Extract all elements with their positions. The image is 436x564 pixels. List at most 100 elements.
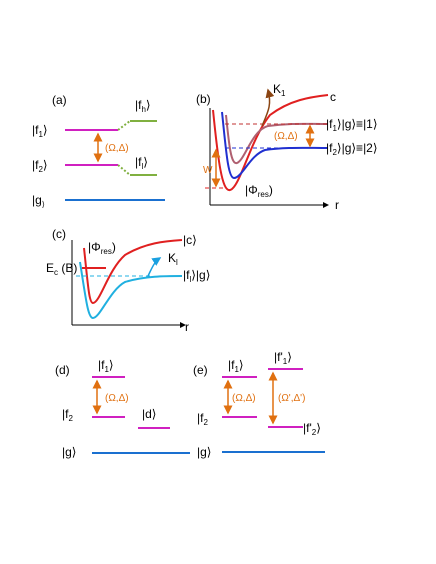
label: (a) bbox=[52, 93, 67, 107]
label: Ec (B) bbox=[46, 261, 77, 277]
label: (Ω,Δ) bbox=[105, 393, 129, 404]
label-part: K bbox=[168, 251, 176, 265]
label-part: 1 bbox=[234, 365, 239, 374]
kl-arrow bbox=[147, 257, 162, 277]
label: |g⟩ bbox=[62, 445, 76, 459]
label-part: |f bbox=[98, 358, 105, 372]
panel-e bbox=[222, 368, 325, 453]
label-part: ⟩|g⟩≡|1⟩ bbox=[337, 117, 378, 131]
label: r bbox=[185, 320, 189, 334]
label-part: l bbox=[189, 275, 191, 284]
label-part: K bbox=[273, 82, 281, 96]
label: (Ω,Δ) bbox=[232, 393, 256, 404]
label: (Ω,Δ) bbox=[274, 131, 298, 142]
label-part: |f bbox=[32, 158, 39, 172]
label-part: ) bbox=[269, 183, 273, 197]
label-part: ⟩ bbox=[43, 123, 48, 137]
label-part: 1 bbox=[332, 124, 337, 133]
label: |f2⟩ bbox=[32, 158, 48, 174]
label-part: ) bbox=[112, 240, 116, 254]
label-part: h bbox=[141, 105, 145, 114]
label: |f1⟩|g⟩≡|1⟩ bbox=[326, 117, 378, 133]
label-part: |f bbox=[62, 407, 69, 421]
label: W bbox=[203, 165, 213, 176]
label: r bbox=[335, 198, 339, 212]
k1-arrow bbox=[261, 88, 275, 127]
label-part: ⟩ bbox=[287, 350, 292, 364]
label-part: 2 bbox=[332, 148, 337, 157]
label-part: 2 bbox=[312, 428, 317, 437]
label: (c) bbox=[52, 227, 66, 241]
label: |c⟩ bbox=[183, 233, 197, 247]
label: |f'2⟩ bbox=[303, 421, 321, 437]
curve bbox=[221, 111, 329, 180]
label-part: ⟩|g⟩ bbox=[191, 268, 210, 282]
label-part: ⟩ bbox=[239, 358, 244, 372]
label: (b) bbox=[196, 92, 211, 106]
label: |f1⟩ bbox=[32, 123, 48, 139]
label: |fl⟩|g⟩ bbox=[183, 268, 210, 284]
label-part: |f bbox=[135, 155, 142, 169]
label: |d⟩ bbox=[142, 407, 156, 421]
label-part: ⟩|g⟩≡|2⟩ bbox=[337, 141, 378, 155]
curve bbox=[79, 261, 183, 320]
label-part: |f' bbox=[274, 350, 283, 364]
label-part: ⟩ bbox=[143, 155, 148, 169]
label: |fl⟩ bbox=[135, 155, 148, 171]
label-part: |f bbox=[135, 98, 142, 112]
label: |f'1⟩ bbox=[274, 350, 292, 366]
label-part: |f bbox=[228, 358, 235, 372]
label: Kl bbox=[168, 251, 178, 267]
label-part: (B) bbox=[58, 261, 77, 275]
label-part: 1 bbox=[283, 357, 288, 366]
label-part: res bbox=[101, 247, 112, 256]
shift bbox=[117, 120, 131, 131]
panel-c bbox=[71, 239, 186, 328]
label-part: |f bbox=[32, 123, 39, 137]
panel-d bbox=[92, 376, 190, 454]
label: (Ω',Δ') bbox=[278, 393, 305, 404]
label: |Φres) bbox=[245, 183, 273, 199]
label: |fh⟩ bbox=[135, 98, 151, 114]
label-part: |f bbox=[197, 411, 204, 425]
label-part: ⟩ bbox=[42, 200, 45, 209]
label-part: c bbox=[54, 268, 58, 277]
label-part: |f bbox=[183, 268, 190, 282]
label-part: 1 bbox=[281, 89, 286, 98]
label-part: 1 bbox=[38, 130, 43, 139]
label-part: 1 bbox=[104, 365, 109, 374]
curve bbox=[83, 239, 183, 305]
label-part: l bbox=[176, 258, 178, 267]
label: |f1⟩ bbox=[228, 358, 244, 374]
label-part: |f bbox=[326, 141, 333, 155]
label-part: ⟩ bbox=[109, 358, 114, 372]
label: |f2 bbox=[197, 411, 208, 427]
shift bbox=[117, 164, 131, 176]
label: |g⟩ bbox=[197, 445, 211, 459]
label-part: E bbox=[46, 261, 54, 275]
label-part: ⟩ bbox=[146, 98, 151, 112]
label-part: |g bbox=[32, 193, 42, 207]
label-part: ⟩ bbox=[316, 421, 321, 435]
label-part: |Φ bbox=[245, 183, 258, 197]
label: |Φres) bbox=[88, 240, 116, 256]
label-part: l bbox=[141, 162, 143, 171]
label-part: 2 bbox=[38, 165, 43, 174]
label: (e) bbox=[193, 363, 208, 377]
label: K1 bbox=[273, 82, 286, 98]
label: c bbox=[330, 90, 336, 104]
panel-a bbox=[65, 120, 165, 201]
label-part: res bbox=[258, 190, 269, 199]
label: |f2⟩|g⟩≡|2⟩ bbox=[326, 141, 378, 157]
label-part: 2 bbox=[203, 418, 208, 427]
label-part: 2 bbox=[68, 414, 73, 423]
panel-b bbox=[205, 88, 329, 208]
label: (d) bbox=[55, 363, 70, 377]
label: |g⟩ bbox=[32, 193, 45, 209]
label-part: |f bbox=[326, 117, 333, 131]
label: |f2 bbox=[62, 407, 73, 423]
labels: (a)|f1⟩|f2⟩|g⟩|fh⟩|fl⟩(Ω,Δ)(b)K1 c|f1⟩|g⟩… bbox=[32, 82, 378, 459]
label-part: |f' bbox=[303, 421, 312, 435]
label-part: |Φ bbox=[88, 240, 101, 254]
